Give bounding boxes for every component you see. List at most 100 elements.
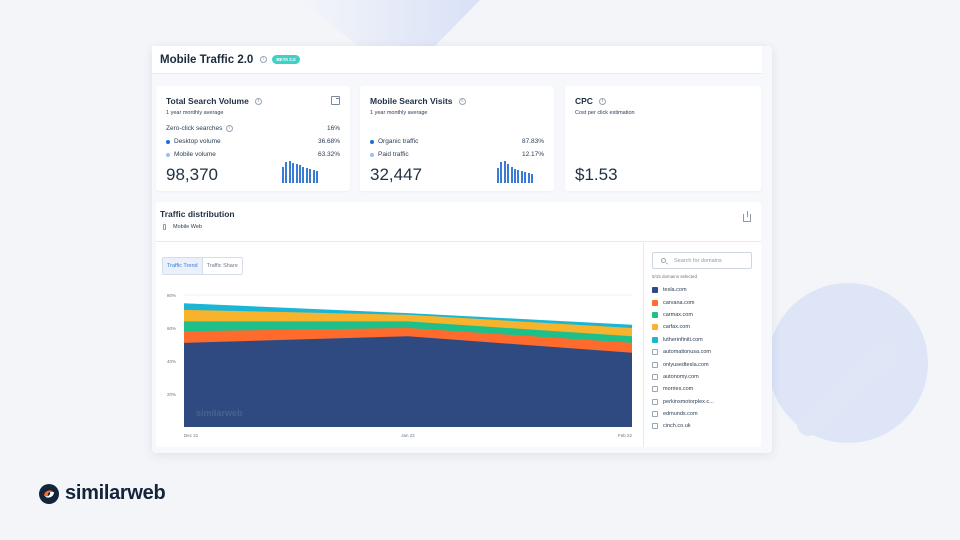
area-series-tesla-com[interactable] xyxy=(184,336,632,427)
spark-bar xyxy=(510,166,513,183)
domain-label: perkinsmotorplex.c... xyxy=(663,398,714,405)
domain-search-box[interactable] xyxy=(652,252,752,269)
mobile-search-visits-card: Mobile Search Visits i 1 year monthly ave… xyxy=(360,86,554,191)
domain-label: cinch.co.uk xyxy=(663,423,691,430)
spark-bar xyxy=(312,169,315,183)
report-icon[interactable] xyxy=(331,96,340,105)
domain-search-input[interactable] xyxy=(674,257,744,264)
mobile-search-visits-value: 32,447 xyxy=(370,165,422,184)
tab-traffic-share[interactable]: Traffic Share xyxy=(206,263,238,269)
domain-item[interactable]: autonomy.com xyxy=(652,371,756,383)
row-label: Paid traffic xyxy=(378,151,409,158)
domain-checkbox[interactable] xyxy=(652,349,658,356)
spark-bar xyxy=(513,168,516,183)
domain-checkbox[interactable] xyxy=(652,324,658,331)
info-icon[interactable]: i xyxy=(254,97,262,105)
spark-bar xyxy=(302,166,305,183)
domain-label: edmunds.com xyxy=(663,411,698,418)
info-icon[interactable]: i xyxy=(226,125,234,132)
domain-label: onlyusedtesla.com xyxy=(663,361,709,368)
chart-watermark: similarweb xyxy=(196,408,243,418)
cpc-value: $1.53 xyxy=(575,165,618,184)
desktop-volume-row: Desktop volume 36.68% xyxy=(166,138,340,145)
similarweb-logo-icon xyxy=(39,483,59,504)
card-subtitle: 1 year monthly average xyxy=(166,110,224,116)
domain-item[interactable]: cinch.co.uk xyxy=(652,420,756,432)
domain-checkbox[interactable] xyxy=(652,411,658,418)
domain-checkbox[interactable] xyxy=(652,311,658,318)
domain-checkbox[interactable] xyxy=(652,373,658,380)
tab-traffic-trend[interactable]: Traffic Trend xyxy=(163,258,203,274)
domain-item[interactable]: morries.com xyxy=(652,383,756,395)
domain-label: carvana.com xyxy=(663,299,695,306)
spark-bar xyxy=(285,162,288,183)
domain-item[interactable]: lutherinfiniti.com xyxy=(652,334,756,346)
row-label: Zero-click searches xyxy=(166,125,223,132)
spark-bar xyxy=(305,167,308,183)
domain-list: tesla.com carvana.com carmax.com carfax.com… xyxy=(652,284,756,433)
spark-bar xyxy=(503,161,506,183)
card-subtitle: Cost per click estimation xyxy=(575,110,635,116)
row-value: 63.32% xyxy=(317,151,340,158)
download-icon[interactable] xyxy=(743,211,751,222)
spark-bar xyxy=(517,169,520,183)
domain-label: morries.com xyxy=(663,386,694,393)
card-title: Mobile Search Visits xyxy=(370,96,453,106)
row-value: 36.68% xyxy=(317,138,340,145)
desktop-dot xyxy=(166,139,170,144)
organic-traffic-row: Organic traffic 87.83% xyxy=(370,138,544,145)
domain-checkbox[interactable] xyxy=(652,336,658,343)
chart-view-toggle: Traffic Trend Traffic Share xyxy=(162,257,243,275)
page-title: Mobile Traffic 2.0 xyxy=(160,53,254,66)
info-icon[interactable]: i xyxy=(598,97,606,105)
spark-bar xyxy=(309,168,312,183)
x-tick-label: Feb 22 xyxy=(618,433,633,438)
domain-checkbox[interactable] xyxy=(652,361,658,368)
domain-checkbox[interactable] xyxy=(652,287,658,294)
organic-dot xyxy=(370,139,374,144)
info-icon[interactable]: i xyxy=(260,56,268,63)
domain-item[interactable]: carvana.com xyxy=(652,296,756,308)
divider xyxy=(643,243,644,447)
domain-label: autonomy.com xyxy=(663,373,699,380)
domain-item[interactable]: perkinsmotorplex.c... xyxy=(652,396,756,408)
selected-count: 5/15 domains selected xyxy=(652,274,698,279)
info-icon[interactable]: i xyxy=(458,97,466,105)
y-tick-label: 20% xyxy=(167,392,176,397)
spark-bar xyxy=(500,162,503,183)
domain-checkbox[interactable] xyxy=(652,423,658,430)
domain-item[interactable]: automationusa.com xyxy=(652,346,756,358)
spark-bar xyxy=(288,161,291,183)
domain-item[interactable]: onlyusedtesla.com xyxy=(652,358,756,370)
domain-checkbox[interactable] xyxy=(652,398,658,405)
distribution-title: Traffic distribution xyxy=(160,209,235,219)
domain-item[interactable]: tesla.com xyxy=(652,284,756,296)
domain-item[interactable]: carmax.com xyxy=(652,309,756,321)
domain-checkbox[interactable] xyxy=(652,299,658,306)
row-value: 16% xyxy=(326,125,340,132)
spark-bar xyxy=(497,167,499,183)
spark-bar xyxy=(295,164,298,183)
background-shape xyxy=(300,0,480,47)
domain-checkbox[interactable] xyxy=(652,386,658,393)
distribution-header: Traffic distribution Mobile Web xyxy=(156,202,761,242)
total-search-volume-value: 98,370 xyxy=(166,165,218,184)
search-icon xyxy=(661,258,666,263)
visits-sparkline xyxy=(497,161,533,183)
spark-bar xyxy=(315,170,318,183)
spark-bar xyxy=(298,165,301,183)
y-tick-label: 40% xyxy=(167,359,176,364)
x-tick-label: Jan 22 xyxy=(401,433,415,438)
domain-item[interactable]: edmunds.com xyxy=(652,408,756,420)
domain-item[interactable]: carfax.com xyxy=(652,321,756,333)
stacked-area-chart: 20% 40% 60% 80% similarweb Dec 21 Jan 22 Feb 22 xyxy=(167,293,633,438)
spark-bar xyxy=(527,173,530,183)
paid-traffic-row: Paid traffic 12.17% xyxy=(370,151,544,158)
y-tick-label: 60% xyxy=(167,326,176,331)
distribution-subtitle: Mobile Web xyxy=(173,224,202,230)
zero-click-row: Zero-click searches i 16% xyxy=(166,125,340,132)
row-label: Organic traffic xyxy=(378,138,419,145)
row-label: Desktop volume xyxy=(174,138,221,145)
domain-label: tesla.com xyxy=(663,287,687,294)
beta-badge: BETA 2.0 xyxy=(272,55,300,64)
